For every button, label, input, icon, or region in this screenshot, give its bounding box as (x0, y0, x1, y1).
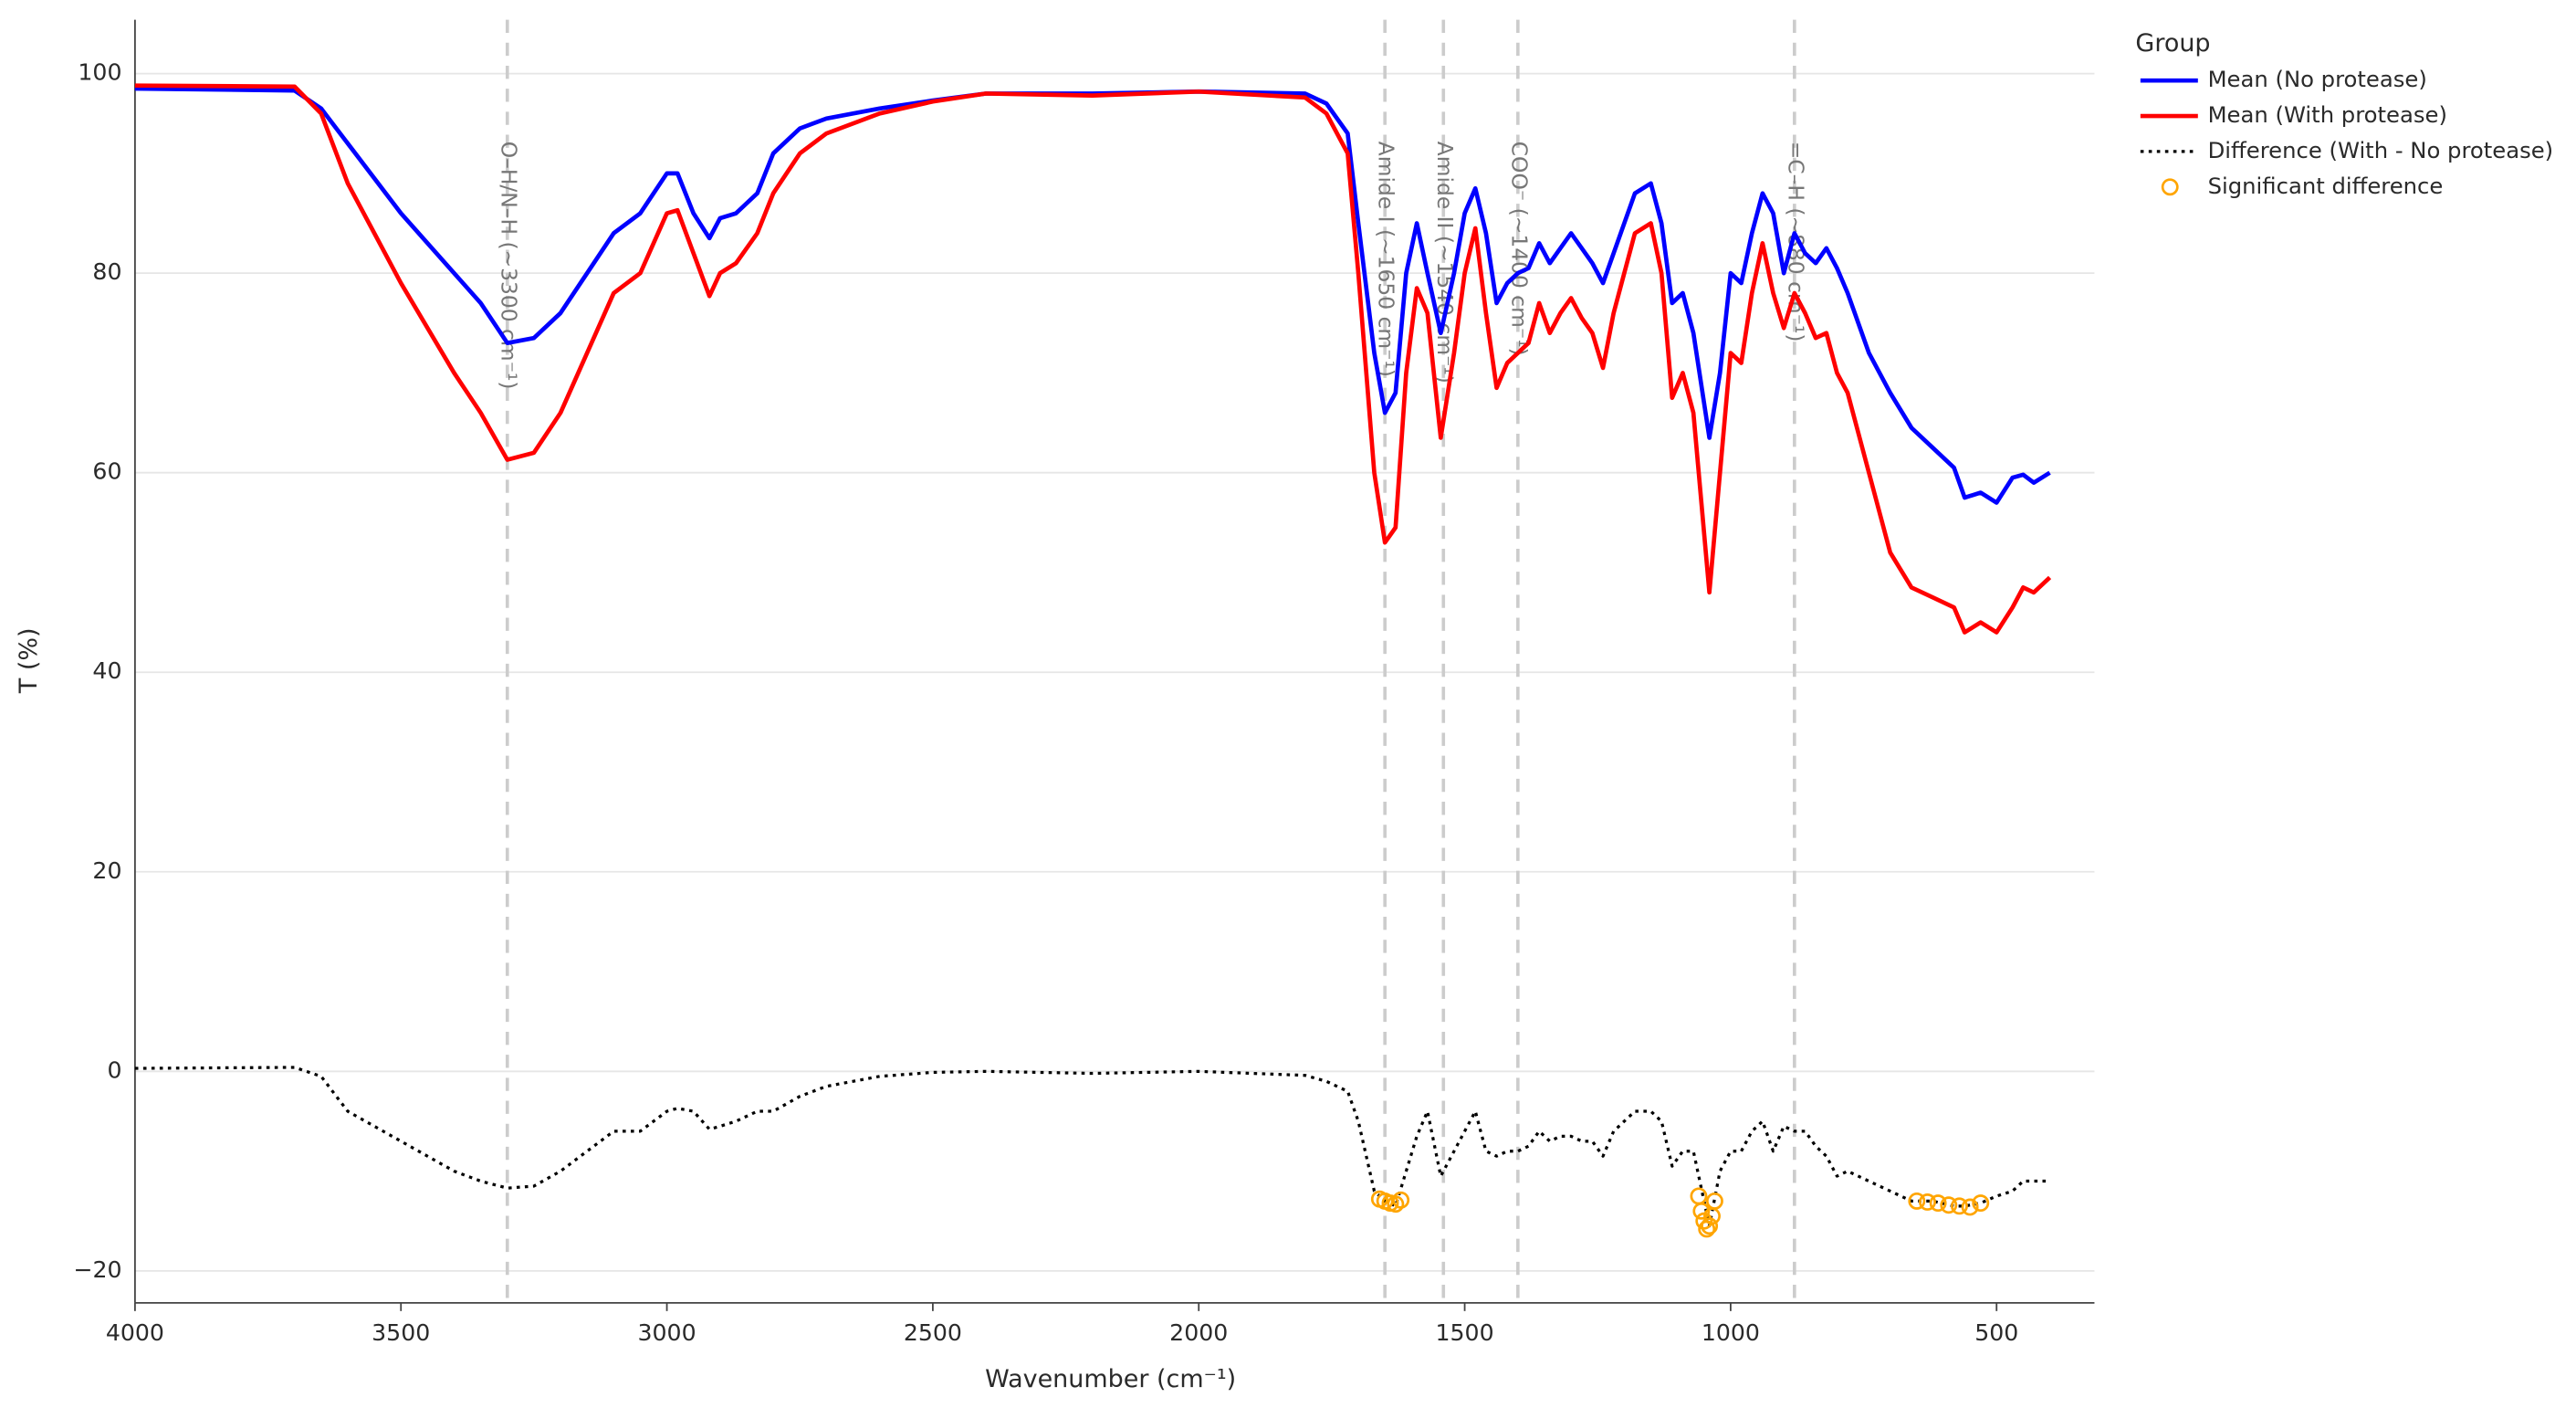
x-tick-label: 2500 (904, 1319, 962, 1346)
legend-title: Group (2135, 29, 2210, 58)
y-axis-label: T (%) (15, 627, 43, 694)
x-tick-label: 1500 (1436, 1319, 1494, 1346)
y-tick-label: −20 (73, 1256, 121, 1283)
y-tick-label: 20 (92, 857, 121, 884)
annotation-label: Amide I (~1650 cm⁻¹) (1374, 142, 1399, 377)
legend-marker (2161, 178, 2179, 196)
significant-marker (1690, 1187, 1708, 1205)
series-line (134, 1066, 2050, 1228)
y-tick-label: 40 (92, 657, 121, 684)
x-tick-label: 4000 (106, 1319, 164, 1346)
x-tick-label: 1000 (1702, 1319, 1760, 1346)
x-tick-label: 500 (1974, 1319, 2018, 1346)
significant-marker (1961, 1198, 1979, 1216)
x-axis-label: Wavenumber (cm⁻¹) (985, 1365, 1236, 1393)
y-tick-label: 60 (92, 458, 121, 485)
legend-label: Difference (With - No protease) (2208, 137, 2554, 163)
series-line (134, 86, 2051, 505)
legend-label: Mean (With protease) (2208, 101, 2447, 128)
significant-marker (1951, 1197, 1968, 1215)
y-tick-label: 100 (78, 59, 121, 86)
series-line (134, 83, 2052, 635)
annotation-label: O–H/N–H (~3300 cm⁻¹) (496, 142, 521, 390)
x-tick-label: 3000 (638, 1319, 696, 1346)
legend-label: Mean (No protease) (2208, 66, 2427, 92)
significant-marker (1692, 1202, 1711, 1220)
y-tick-label: 80 (92, 258, 121, 285)
significant-marker (1929, 1194, 1947, 1213)
x-tick-label: 2000 (1169, 1319, 1228, 1346)
significant-marker (1705, 1192, 1723, 1210)
legend-label: Significant difference (2208, 173, 2444, 199)
significant-marker (1940, 1196, 1958, 1214)
significant-marker (1701, 1217, 1719, 1235)
significant-marker (1972, 1194, 1990, 1213)
annotation-label: COO⁻ (~1400 cm⁻¹) (1506, 142, 1532, 356)
x-tick-label: 3500 (372, 1319, 430, 1346)
significant-marker (1392, 1191, 1410, 1209)
significant-marker (1908, 1192, 1926, 1210)
y-tick-label: 0 (107, 1056, 121, 1083)
significant-marker (1919, 1193, 1936, 1211)
